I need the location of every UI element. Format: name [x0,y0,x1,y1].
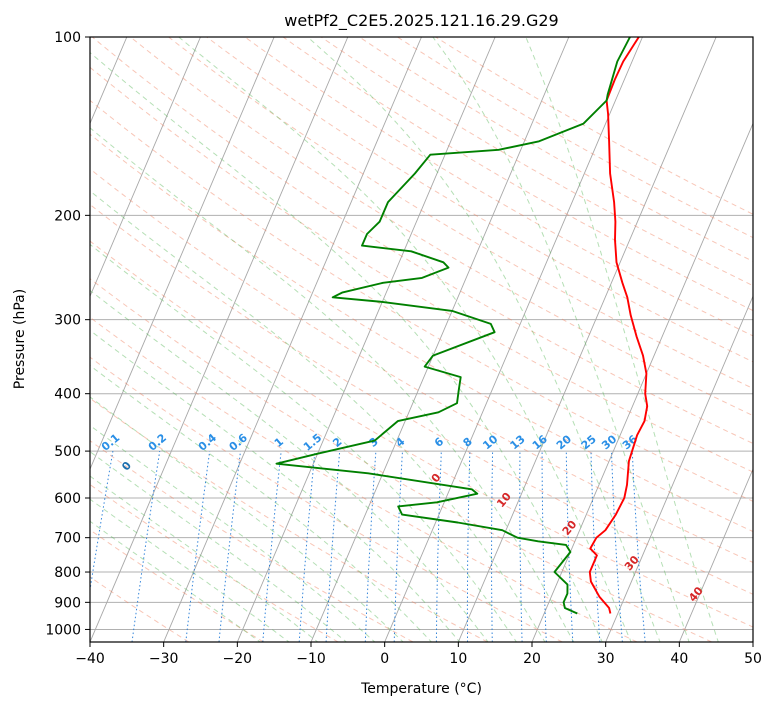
x-tick-label: −20 [223,651,253,667]
x-tick-label: 50 [744,651,762,667]
moist-adiabat [90,127,575,642]
y-tick-label: 700 [54,531,81,547]
isotherm-line [163,37,422,642]
dry-adiabat [130,37,753,417]
dry-adiabat [90,99,753,502]
dry-adiabat [320,37,753,287]
dry-adiabat [168,37,753,389]
moist-adiabat [90,451,348,642]
x-tick-label: 20 [523,651,541,667]
dry-adiabat [90,133,753,533]
isotherm-line [605,295,753,642]
dry-adiabat [90,278,712,642]
moist-adiabat [90,364,433,642]
mixing-ratio-line [185,451,211,642]
dry-adiabat [90,440,414,642]
background-lines [90,37,753,642]
y-tick-label: 600 [54,491,81,507]
dry-adiabat [206,37,753,363]
chart-title: wetPf2_C2E5.2025.121.16.29.G29 [284,11,558,31]
moist-adiabat [178,37,632,642]
moist-adiabat [90,289,489,642]
x-tick-label: 10 [449,651,467,667]
y-tick-label: 1000 [45,622,81,638]
dry-adiabat [91,37,753,445]
y-axis-label: Pressure (hPa) [12,289,28,389]
y-tick-label: 300 [54,313,81,329]
isotherm-line [384,37,643,642]
moist-adiabat [90,520,262,642]
y-tick-label: 200 [54,208,81,224]
mixing-ratio-line [131,451,161,642]
x-tick-label: 0 [380,651,389,667]
moist-adiabat [90,475,319,642]
temperature-profile-line [588,37,649,614]
mixing-ratio-line [218,451,241,642]
x-tick-label: −40 [75,651,105,667]
moist-adiabat [307,37,661,642]
y-tick-label: 800 [54,565,81,581]
x-tick-label: −30 [149,651,179,667]
x-tick-label: 30 [597,651,615,667]
moist-adiabat [90,190,546,642]
y-tick-label: 100 [54,30,81,46]
dry-adiabat [90,483,339,642]
x-tick-label: 40 [670,651,688,667]
y-tick-label: 400 [54,387,81,403]
isotherm-line [90,37,275,471]
y-axis-ticks: 100 200 300 400 500 600 700 800 900 1000 [45,30,90,638]
x-axis-label: Temperature (°C) [360,681,482,697]
dry-adiabat [282,37,753,312]
isotherm-line [678,467,753,642]
isotherm-line [236,37,496,642]
dry-adiabat [435,37,753,215]
mixing-ratio-line [90,451,114,594]
plot-background [90,37,753,642]
x-axis-ticks: −40 −30 −20 −10 0 10 20 30 40 50 [75,642,762,667]
moist-adiabat [90,243,518,642]
moist-adiabat [432,37,690,642]
profile-series [275,37,649,615]
y-tick-label: 900 [54,595,81,611]
moist-adiabat [90,498,290,642]
moist-adiabat [90,51,603,642]
isotherm-line [752,640,753,642]
y-tick-label: 500 [54,444,81,460]
dewpoint-profile-line [275,37,631,615]
isotherm-line [90,37,349,642]
moist-adiabat [90,424,376,642]
isotherm-line [90,37,201,298]
isotherm-line [531,122,753,642]
isotherm-line [457,37,717,642]
dry-adiabat [90,66,753,473]
dry-adiabat [90,240,753,628]
isotherm-line [310,37,570,642]
x-tick-label: −10 [296,651,326,667]
dry-adiabat-label: -10 [0,407,14,431]
plot-frame [89,36,754,643]
moist-adiabat [525,37,719,642]
